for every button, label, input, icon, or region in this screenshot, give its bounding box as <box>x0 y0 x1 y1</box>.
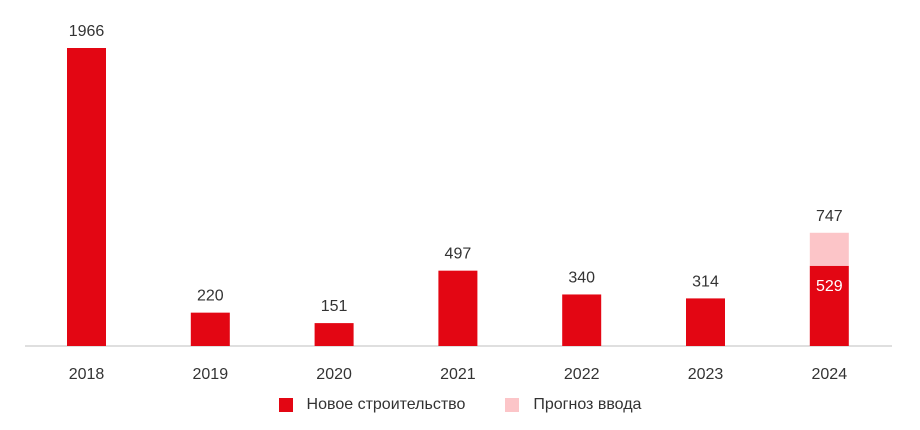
bar-new-construction-2024 <box>809 265 849 346</box>
x-tick-label-2022: 2022 <box>564 366 600 383</box>
data-label-2023: 314 <box>692 273 719 290</box>
bar-new-construction-2020 <box>314 323 354 346</box>
bar-new-construction-2018 <box>67 48 106 346</box>
bar-new-construction-2021 <box>438 270 478 346</box>
data-label-2024: 747 <box>816 208 843 225</box>
legend-item-new-construction: Новое строительство <box>278 396 466 414</box>
data-label-2018: 1966 <box>69 23 105 40</box>
bars-group <box>67 48 849 346</box>
x-tick-labels-group: 2018 2019 2020 2021 2022 2023 2024 <box>69 366 847 383</box>
data-labels-group: 1966 220 151 497 340 314 747 529 <box>69 23 843 315</box>
bar-new-construction-2023 <box>686 298 725 346</box>
legend-item-forecast: Прогноз ввода <box>505 396 641 414</box>
x-tick-label-2024: 2024 <box>812 366 848 383</box>
bar-new-construction-2019 <box>190 312 230 346</box>
x-tick-label-2020: 2020 <box>316 366 352 383</box>
x-tick-label-2021: 2021 <box>440 366 476 383</box>
bar-new-construction-2022 <box>562 294 602 346</box>
legend-swatch-forecast <box>505 398 520 412</box>
inner-data-label-2024: 529 <box>816 278 843 295</box>
x-tick-label-2018: 2018 <box>69 366 105 383</box>
x-tick-label-2019: 2019 <box>193 366 229 383</box>
data-label-2019: 220 <box>197 288 224 305</box>
data-label-2021: 497 <box>445 246 472 263</box>
legend-label-new-construction: Новое строительство <box>306 396 466 413</box>
legend-swatch-new-construction <box>278 398 293 412</box>
data-label-2020: 151 <box>321 298 348 315</box>
legend-label-forecast: Прогноз ввода <box>533 396 642 413</box>
legend: Новое строительство Прогноз ввода <box>0 396 920 414</box>
x-tick-label-2023: 2023 <box>688 366 724 383</box>
data-label-2022: 340 <box>568 269 595 286</box>
bar-forecast-2024 <box>809 232 849 266</box>
